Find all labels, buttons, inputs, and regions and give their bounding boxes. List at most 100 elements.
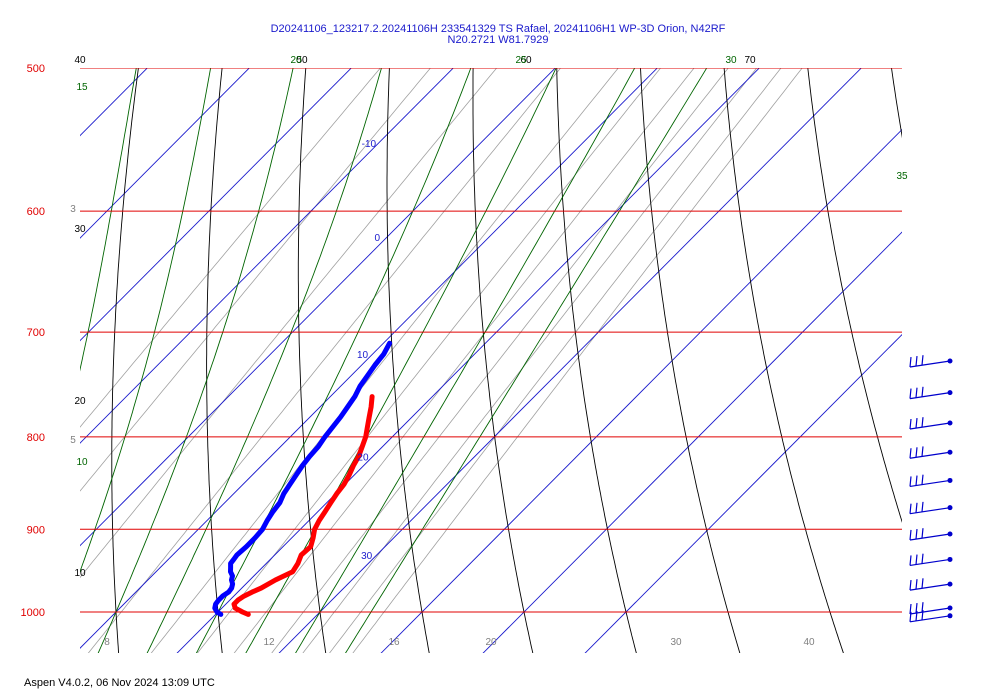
pressure-label: 600 [27, 206, 45, 218]
wind-barb [909, 355, 953, 368]
wind-barb-staff [909, 360, 951, 368]
isotherm-label: 10 [357, 350, 369, 361]
wind-barb-feather [915, 475, 918, 486]
isotherm-label: 30 [361, 551, 373, 562]
wind-barb-feather [909, 529, 912, 541]
wind-barb-staff [909, 507, 951, 515]
dry-adiabat-line [556, 68, 637, 653]
dry-adiabat-label: 50 [296, 55, 308, 66]
wind-barb-feather [915, 387, 918, 398]
dry-adiabat-label: 20 [74, 396, 86, 407]
mixing-ratio-label: 12 [263, 637, 275, 648]
moist-adiabat-line [345, 68, 708, 653]
moist-adiabat-label: 35 [896, 171, 908, 182]
mixing-ratio-side-label: 3 [70, 204, 76, 215]
mixing-ratio-line [352, 68, 803, 653]
moist-adiabat-line [245, 68, 557, 653]
isotherm-line [80, 68, 454, 444]
dry-adiabat-line [640, 68, 741, 653]
wind-barb-feather [915, 579, 918, 590]
wind-barb [909, 446, 953, 459]
wind-barb [909, 528, 953, 541]
dry-adiabat-line [297, 68, 327, 653]
dry-adiabat-label: 10 [74, 568, 86, 579]
mixing-ratio-line [87, 68, 562, 653]
wind-barb-staff [909, 533, 951, 541]
wind-barb-feather [915, 554, 918, 565]
dewpoint-trace [212, 340, 393, 617]
wind-barb [909, 474, 953, 488]
mixing-ratio-line [329, 68, 782, 653]
wind-barb [909, 501, 953, 515]
moist-adiabat-line [97, 68, 294, 653]
wind-barb-feather [909, 503, 912, 514]
isotherm-line [278, 68, 862, 653]
wind-barb-feather [915, 356, 918, 367]
mixing-ratio-label: 20 [485, 637, 497, 648]
isotherm-label: 20 [357, 452, 369, 463]
isotherm-line [482, 231, 902, 653]
wind-barb [909, 417, 953, 430]
wind-barb-staff [909, 451, 951, 459]
chart-title-line2: N20.2721 W81.7929 [447, 34, 549, 46]
wind-barb-feather [909, 476, 912, 487]
wind-barb-feather [915, 603, 918, 614]
isotherm-label: 0 [375, 233, 381, 244]
dry-adiabat-line [206, 68, 223, 653]
dry-adiabat-label: 30 [74, 224, 86, 235]
wind-barb-feather [909, 611, 912, 622]
wind-barb [909, 386, 953, 400]
wind-barb-feather [921, 602, 924, 613]
dry-adiabat-line [14, 36, 61, 658]
pressure-label: 500 [27, 63, 45, 75]
isotherm-line [80, 68, 352, 342]
wind-barb-feather [915, 610, 918, 621]
isotherm-line [80, 68, 148, 137]
wind-barb-feather [909, 418, 912, 430]
isotherm-line [380, 128, 902, 653]
wind-barb [909, 578, 953, 591]
wind-barb-feather [921, 501, 924, 512]
moist-adiabat-line [146, 68, 382, 653]
moist-adiabat-line [0, 36, 76, 661]
wind-barb-feather [921, 386, 924, 397]
isotherm-line [584, 333, 902, 653]
moist-adiabat-line [80, 68, 212, 573]
mixing-ratio-side-label: 5 [70, 435, 76, 446]
wind-barb-feather [909, 555, 912, 566]
wind-barb-staff [909, 615, 951, 623]
wind-barb-feather [909, 603, 912, 615]
wind-barb-staff [909, 422, 951, 430]
temperature-trace [231, 394, 375, 617]
dry-adiabat-line [807, 68, 902, 523]
dry-adiabat-label: 70 [744, 55, 756, 66]
pressure-label: 700 [27, 327, 45, 339]
pressure-label: 1000 [21, 607, 45, 619]
moist-adiabat-line [295, 68, 636, 653]
isotherm-line [80, 68, 556, 547]
mixing-ratio-line [80, 68, 498, 579]
mixing-ratio-line [80, 68, 432, 492]
dry-adiabat-line [472, 68, 534, 653]
mixing-ratio-label: 40 [803, 637, 815, 648]
dry-adiabat-line [723, 68, 844, 653]
mixing-ratio-line [302, 68, 758, 653]
pressure-label: 800 [27, 432, 45, 444]
moist-adiabat-label: 20 [290, 55, 302, 66]
wind-barb [909, 553, 953, 567]
mixing-ratio-line [271, 68, 729, 653]
dry-adiabat-line [891, 68, 902, 139]
wind-barb-staff [909, 558, 951, 567]
mixing-ratio-label: 8 [104, 637, 110, 648]
wind-barb-feather [921, 553, 924, 564]
dry-adiabat-line [386, 68, 430, 653]
wind-barb-feather [921, 528, 924, 539]
wind-barb-feather [915, 418, 918, 429]
isotherm-label: -10 [362, 139, 377, 150]
moist-adiabat-line [80, 68, 137, 372]
wind-barb-staff [909, 583, 951, 591]
wind-barb-feather [921, 609, 924, 621]
wind-barb-feather [921, 474, 924, 485]
